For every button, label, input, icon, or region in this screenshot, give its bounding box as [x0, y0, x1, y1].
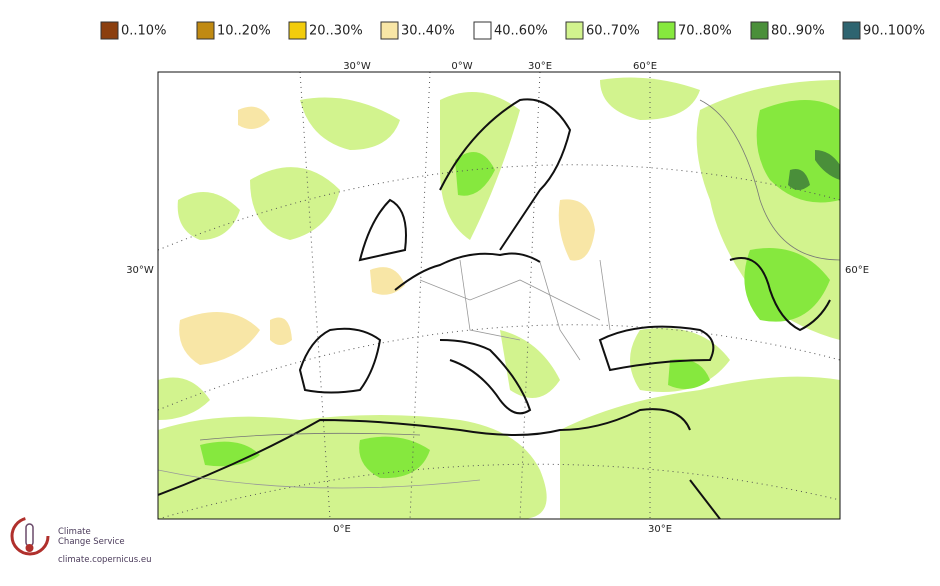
legend-label: 80..90%: [771, 24, 825, 39]
graticule-label: 0°E: [333, 524, 351, 535]
map: [157, 71, 841, 520]
legend-swatch: [288, 21, 307, 40]
dark-green-areas: [788, 150, 840, 190]
legend-swatch: [100, 21, 119, 40]
graticule-label: 30°W: [343, 61, 371, 72]
legend-swatch: [657, 21, 676, 40]
logo: Climate Change Service climate.copernicu…: [10, 516, 152, 565]
legend-swatch: [565, 21, 584, 40]
logo-thermometer: [25, 523, 34, 547]
legend-swatch: [380, 21, 399, 40]
graticule-label: 30°W: [126, 265, 154, 276]
graticule-label: 30°E: [528, 61, 552, 72]
green-areas: [200, 100, 840, 479]
contours: [199, 99, 840, 441]
graticule-label: 0°W: [451, 61, 472, 72]
legend-label: 30..40%: [401, 24, 455, 39]
logo-ring: [10, 516, 50, 556]
graticule-labels: 30°W 0°W 30°E 60°E 30°W 60°E 0°E 30°E: [126, 61, 869, 535]
graticule: [158, 72, 840, 519]
logo-line2: Change Service: [58, 537, 125, 547]
legend-label: 10..20%: [217, 24, 271, 39]
legend-swatch: [473, 21, 492, 40]
borders: [158, 259, 611, 489]
legend-swatch: [842, 21, 861, 40]
legend-label: 20..30%: [309, 24, 363, 39]
logo-line1: Climate: [58, 527, 91, 537]
graticule-label: 60°E: [633, 61, 657, 72]
graticule-label: 60°E: [845, 265, 869, 276]
legend-label: 70..80%: [678, 24, 732, 39]
beige-areas: [179, 106, 595, 365]
coastlines: [158, 98, 831, 519]
legend-label: 40..60%: [494, 24, 548, 39]
map-frame: [157, 71, 841, 520]
graticule-label: 30°E: [648, 524, 672, 535]
logo-url: climate.copernicus.eu: [58, 555, 152, 565]
legend-label: 90..100%: [863, 24, 925, 39]
legend: 0..10% 10..20% 20..30% 30..40% 40..60% 60..70…: [100, 21, 925, 40]
logo-bulb: [25, 544, 34, 552]
legend-label: 0..10%: [121, 24, 166, 39]
legend-swatch: [196, 21, 215, 40]
legend-label: 60..70%: [586, 24, 640, 39]
legend-swatch: [750, 21, 769, 40]
